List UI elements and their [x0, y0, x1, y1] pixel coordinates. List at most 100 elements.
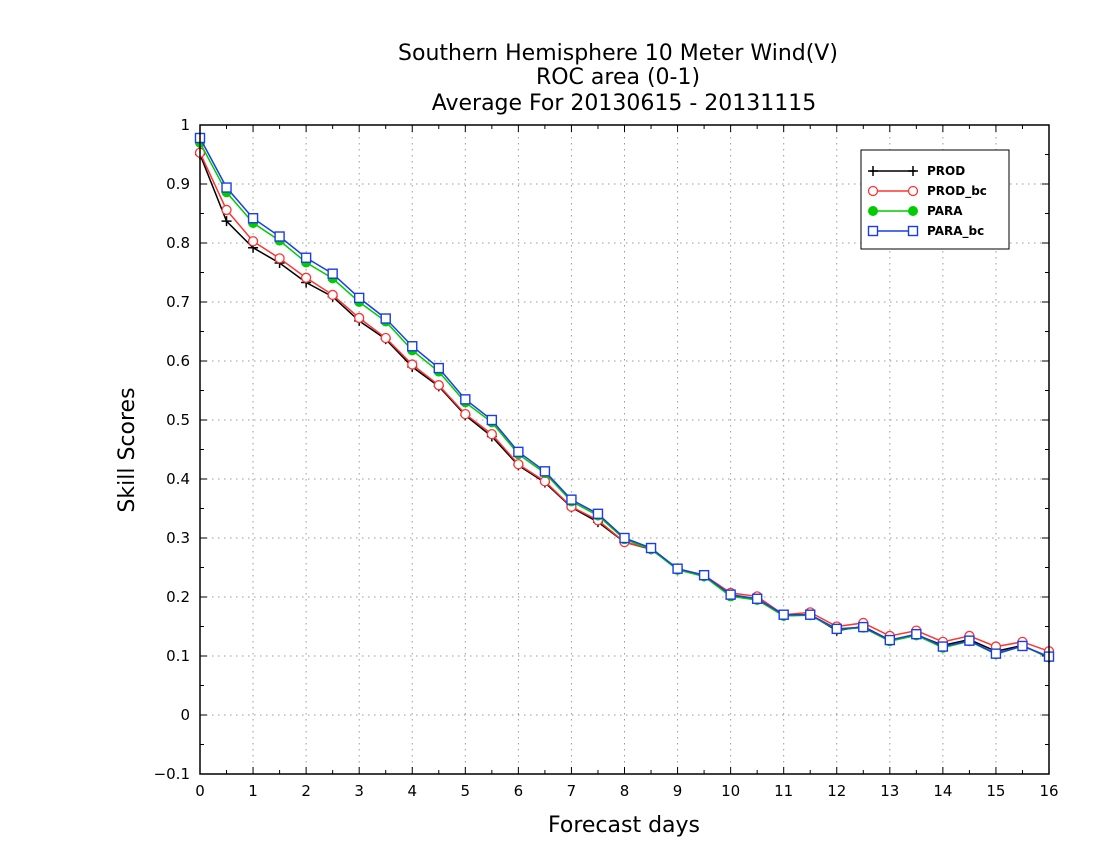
- data-point-prod-bc: [433, 380, 444, 391]
- data-point-para-bc: [778, 609, 789, 620]
- data-point-para-bc: [964, 635, 975, 646]
- legend-marker-prod: [908, 166, 918, 176]
- data-point-para-bc: [937, 641, 949, 652]
- data-point-para-bc: [353, 292, 365, 304]
- data-point-para-bc: [911, 628, 922, 640]
- x-tick-label: 16: [1039, 782, 1058, 800]
- y-tick-label: 0.7: [166, 293, 190, 311]
- data-point-para-bc: [1017, 640, 1028, 652]
- data-point-prod-bc: [327, 289, 338, 301]
- data-point-para-bc: [221, 182, 232, 193]
- legend-marker-para-bc: [907, 225, 919, 237]
- legend-label-para: PARA: [927, 204, 963, 218]
- x-tick-label: 7: [567, 782, 577, 800]
- data-point-para-bc: [592, 508, 604, 520]
- y-axis-label: Skill Scores: [115, 387, 140, 512]
- data-point-para-bc: [274, 231, 285, 242]
- x-tick-label: 12: [827, 782, 846, 800]
- data-point-para-bc: [990, 648, 1002, 659]
- data-point-prod-bc: [247, 236, 259, 247]
- data-point-prod-bc: [486, 429, 497, 440]
- x-tick-label: 9: [673, 782, 683, 800]
- x-axis-label: Forecast days: [548, 813, 700, 838]
- data-point-para-bc: [751, 593, 763, 604]
- legend: PROD PROD_bc PARA PARA_bc: [860, 149, 1010, 250]
- data-point-para-bc: [513, 446, 524, 458]
- data-point-para-bc: [858, 621, 869, 633]
- y-tick-label: 0.6: [166, 352, 190, 370]
- data-point-para-bc: [486, 414, 498, 426]
- x-tick-label: 3: [354, 782, 364, 800]
- series-layer: [194, 132, 1055, 663]
- legend-label-para-bc: PARA_bc: [927, 224, 984, 239]
- data-point-prod-bc: [539, 476, 551, 487]
- legend-marker-para: [908, 206, 918, 216]
- legend-label-prod-bc: PROD_bc: [927, 184, 987, 199]
- data-point-prod-bc: [513, 459, 524, 470]
- x-tick-label: 14: [933, 782, 952, 800]
- legend-marker-para-bc: [867, 225, 879, 237]
- x-tick-label: 8: [620, 782, 630, 800]
- title-line-1: Southern Hemisphere 10 Meter Wind(V): [398, 41, 838, 66]
- title-line-2: ROC area (0-1): [536, 65, 700, 90]
- data-point-prod-bc: [380, 332, 391, 344]
- y-tick-label: 0.3: [166, 529, 190, 547]
- legend-item-para: PARA: [868, 204, 963, 218]
- data-point-prod-bc: [221, 204, 232, 216]
- y-tick-label: 0.8: [166, 234, 190, 252]
- y-tick-label: 0.1: [166, 647, 190, 665]
- data-point-para-bc: [645, 542, 657, 554]
- y-tick-label: 1: [180, 116, 190, 134]
- data-point-para-bc: [619, 532, 630, 544]
- x-tick-label: 4: [407, 782, 417, 800]
- title-line-3: Average For 20130615 - 20131115: [432, 91, 817, 116]
- x-tick-label: 5: [461, 782, 471, 800]
- data-point-para-bc: [247, 213, 259, 224]
- y-tick-label: 0.5: [166, 411, 190, 429]
- x-tick-label: 0: [195, 782, 205, 800]
- y-tick-label: 0.2: [166, 588, 190, 606]
- data-point-prod-bc: [460, 408, 471, 420]
- legend-label-prod: PROD: [927, 164, 965, 178]
- legend-item-para-bc: PARA_bc: [867, 224, 984, 239]
- legend-marker-para: [868, 206, 878, 216]
- data-point-prod-bc: [354, 312, 365, 324]
- x-tick-label: 1: [248, 782, 258, 800]
- plot-frame: [199, 124, 1050, 775]
- x-tick-label: 15: [986, 782, 1005, 800]
- data-point-para-bc: [300, 252, 312, 263]
- data-point-para-bc: [698, 569, 710, 581]
- data-point-para-bc: [725, 589, 736, 600]
- axis-ticks: 0 1 2 3 4 5 6 7 8 9 10 11 12 13 14 15 16−0.100.10.20.30.…: [154, 116, 1059, 800]
- data-point-prod-bc: [300, 272, 312, 283]
- legend-marker-prod-bc: [867, 185, 879, 197]
- legend-item-prod: PROD: [868, 164, 965, 178]
- y-tick-label: 0.4: [166, 470, 190, 488]
- x-tick-label: 11: [774, 782, 793, 800]
- data-point-para-bc: [566, 494, 577, 505]
- data-point-para-bc: [831, 623, 842, 635]
- x-tick-label: 6: [514, 782, 524, 800]
- data-point-para-bc: [460, 394, 471, 405]
- data-point-para-bc: [672, 563, 683, 574]
- data-point-para-bc: [327, 268, 338, 279]
- data-point-para-bc: [539, 466, 551, 477]
- chart-title: Southern Hemisphere 10 Meter Wind(V) ROC…: [398, 41, 838, 116]
- data-point-para-bc: [805, 609, 816, 620]
- series-para-bc: [194, 132, 1055, 662]
- x-tick-label: 10: [721, 782, 740, 800]
- x-tick-label: 13: [880, 782, 899, 800]
- legend-marker-prod: [868, 166, 878, 176]
- x-tick-label: 2: [301, 782, 311, 800]
- data-point-para-bc: [884, 634, 896, 646]
- data-point-para-bc: [407, 341, 418, 352]
- legend-item-prod-bc: PROD_bc: [867, 184, 987, 199]
- y-tick-label: 0: [180, 706, 190, 724]
- data-point-prod-bc: [407, 359, 418, 370]
- data-point-prod: [221, 216, 232, 227]
- legend-box: [860, 149, 1010, 250]
- legend-marker-prod-bc: [907, 185, 919, 197]
- data-point-prod-bc: [274, 253, 285, 264]
- data-point-para-bc: [433, 362, 444, 374]
